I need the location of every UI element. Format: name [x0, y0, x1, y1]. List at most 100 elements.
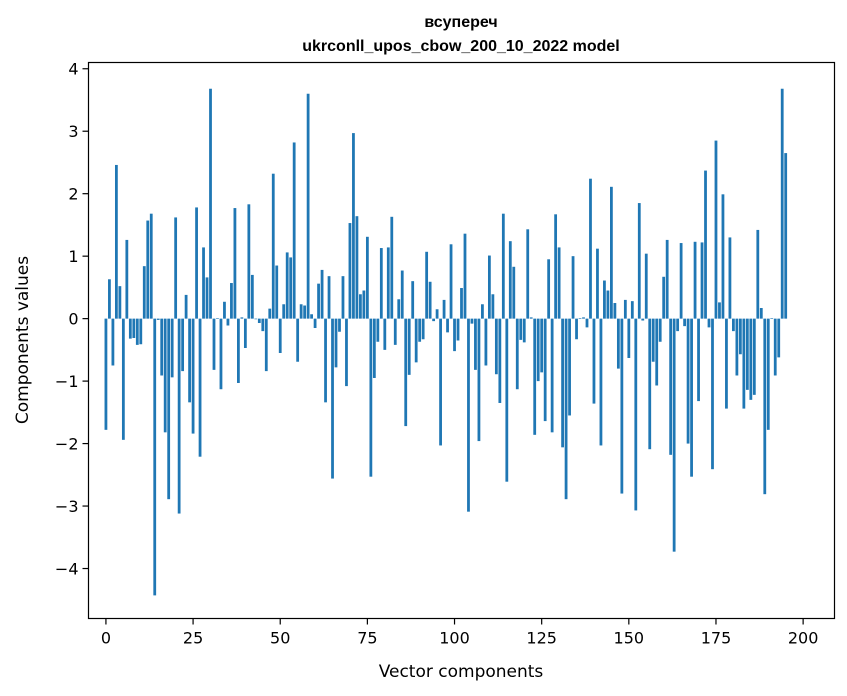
x-tick-label: 150: [614, 629, 645, 648]
bar-116: [508, 241, 512, 319]
bar-126: [543, 318, 547, 422]
bar-62: [320, 269, 324, 319]
bar-73: [359, 294, 362, 319]
bar-190: [766, 318, 770, 430]
bar-35: [226, 318, 230, 326]
bar-36: [230, 283, 233, 319]
bar-10: [139, 318, 143, 345]
bar-107: [477, 318, 481, 442]
bar-75: [365, 236, 369, 319]
x-tick-label: 175: [701, 629, 732, 648]
bar-69: [345, 318, 348, 387]
bar-174: [711, 318, 714, 470]
bar-2: [111, 318, 115, 366]
bar-115: [505, 318, 509, 482]
bar-177: [721, 194, 725, 319]
bar-176: [718, 302, 721, 319]
bar-161: [665, 239, 669, 319]
bar-106: [474, 318, 477, 370]
bar-30: [209, 88, 212, 319]
bar-14: [153, 318, 157, 596]
bar-1: [108, 279, 111, 319]
bar-31: [212, 318, 216, 370]
bar-103: [463, 233, 467, 319]
bar-138: [585, 318, 589, 328]
bar-195: [784, 153, 788, 319]
bar-67: [338, 318, 341, 332]
bar-96: [439, 318, 442, 446]
bar-52: [285, 252, 289, 319]
bar-78: [376, 318, 380, 342]
bar-159: [658, 318, 662, 342]
bar-65: [331, 318, 334, 479]
bar-83: [393, 318, 397, 345]
bar-68: [341, 276, 345, 319]
bar-181: [735, 318, 739, 376]
bar-57: [303, 305, 307, 319]
bar-91: [421, 318, 425, 340]
bar-81: [386, 247, 390, 319]
chart-title-line2: ukrconll_upos_cbow_200_10_2022 model: [302, 38, 619, 55]
bar-182: [738, 318, 742, 355]
bar-27: [198, 318, 202, 457]
bar-41: [247, 204, 251, 319]
bar-59: [310, 314, 313, 319]
bar-134: [571, 256, 575, 319]
bar-82: [390, 216, 394, 319]
bar-72: [355, 216, 359, 319]
y-tick-label: 0: [68, 310, 78, 329]
bar-163: [672, 318, 676, 552]
bar-167: [686, 318, 690, 444]
bar-61: [317, 283, 320, 319]
y-tick-label: 1: [68, 247, 78, 266]
bar-173: [707, 318, 711, 328]
bar-113: [498, 318, 502, 403]
bar-102: [460, 288, 463, 319]
bar-29: [205, 277, 209, 319]
chart-title-line1: всупереч: [424, 14, 497, 31]
bar-48: [271, 173, 275, 319]
bar-141: [596, 248, 599, 319]
bar-149: [623, 299, 627, 319]
bar-135: [575, 318, 578, 340]
bar-165: [679, 243, 683, 319]
bar-156: [648, 318, 652, 450]
bar-21: [177, 318, 181, 514]
bar-147: [616, 318, 620, 369]
bar-118: [515, 318, 519, 390]
bar-58: [306, 93, 310, 319]
x-tick-label: 25: [183, 629, 203, 648]
bar-123: [533, 318, 537, 435]
bar-114: [501, 213, 505, 319]
bar-130: [557, 247, 561, 319]
bar-136: [578, 318, 582, 319]
bar-193: [777, 318, 781, 358]
bar-38: [237, 318, 240, 383]
bar-119: [519, 318, 523, 340]
bar-100: [453, 318, 456, 352]
bar-142: [599, 318, 603, 446]
bar-8: [132, 318, 136, 339]
bar-15: [156, 318, 160, 320]
bar-92: [425, 251, 429, 319]
bar-101: [456, 318, 460, 341]
bar-191: [770, 318, 774, 319]
x-tick-label: 125: [526, 629, 557, 648]
bar-79: [379, 248, 383, 319]
bar-178: [725, 318, 728, 409]
bar-137: [582, 317, 585, 319]
bar-4: [118, 286, 122, 319]
bar-44: [257, 318, 261, 324]
bar-148: [620, 318, 624, 494]
bar-71: [352, 133, 355, 319]
y-tick-label: −3: [55, 497, 79, 516]
bar-45: [261, 318, 265, 332]
bar-168: [690, 318, 693, 477]
bar-160: [662, 276, 666, 319]
bar-117: [512, 266, 516, 319]
bar-49: [275, 265, 279, 319]
bar-99: [449, 244, 453, 319]
bar-84: [397, 299, 401, 319]
bar-183: [742, 318, 746, 409]
